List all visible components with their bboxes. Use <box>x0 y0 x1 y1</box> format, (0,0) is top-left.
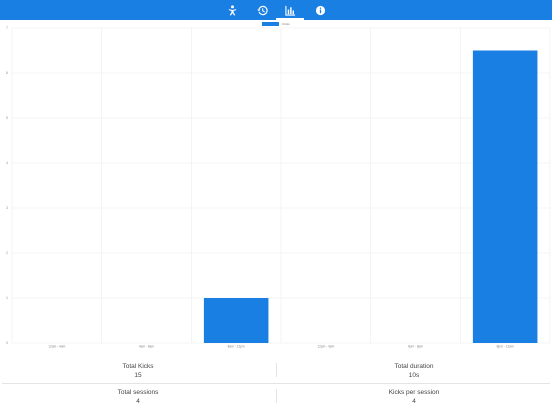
stat-label: Total sessions <box>117 389 159 396</box>
baby-icon <box>228 4 236 16</box>
info-icon <box>315 5 325 15</box>
bar-chart-icon <box>284 5 295 16</box>
bar <box>472 50 538 343</box>
stat-value: 15 <box>134 372 142 379</box>
y-tick-label: 4 <box>6 161 8 165</box>
bar <box>203 298 269 343</box>
stat-kicks-per-session: Kicks per session 4 <box>278 388 550 406</box>
stat-total-sessions: Total sessions 4 <box>2 388 274 406</box>
tab-history[interactable] <box>248 0 276 20</box>
chart-legend: Kicks <box>0 20 552 28</box>
stats-divider-vertical-top <box>276 363 277 377</box>
stats-divider-horizontal <box>2 383 550 384</box>
tab-kick[interactable] <box>218 0 246 20</box>
tab-stats[interactable] <box>276 0 304 20</box>
x-tick-label: 4am - 8am <box>139 345 155 349</box>
kicks-bar-chart: 0 1 2 3 4 5 6 7 12am - 4am 4am - 8am 8am - 12pm 12p… <box>6 26 551 349</box>
x-tick-label: 12pm - 4pm <box>317 345 334 349</box>
stat-label: Total duration <box>394 363 434 370</box>
stat-label: Kicks per session <box>388 389 440 396</box>
legend-label: Kicks <box>282 22 290 26</box>
stat-total-duration: Total duration 10s <box>278 362 550 380</box>
x-tick-label: 12am - 4am <box>48 345 65 349</box>
y-tick-label: 5 <box>6 116 8 120</box>
stat-label: Total Kicks <box>122 363 154 370</box>
stat-value: 4 <box>136 398 140 405</box>
x-tick-label: 8pm - 12am <box>497 345 514 349</box>
stats-divider-vertical-bottom <box>276 389 277 403</box>
y-tick-label: 6 <box>6 71 8 75</box>
x-tick-label: 4pm - 8pm <box>408 345 424 349</box>
legend-swatch <box>262 22 280 26</box>
stat-value: 10s <box>408 372 420 379</box>
stat-total-kicks: Total Kicks 15 <box>2 362 274 380</box>
tab-info[interactable] <box>306 0 334 20</box>
stat-value: 4 <box>412 398 416 405</box>
y-tick-label: 0 <box>6 341 8 345</box>
y-tick-label: 1 <box>6 296 8 300</box>
y-tick-label: 7 <box>6 26 8 30</box>
x-tick-label: 8am - 12pm <box>228 345 245 349</box>
y-tick-label: 2 <box>6 251 8 255</box>
top-toolbar <box>0 0 552 20</box>
y-tick-label: 3 <box>6 206 8 210</box>
history-icon <box>256 5 268 15</box>
